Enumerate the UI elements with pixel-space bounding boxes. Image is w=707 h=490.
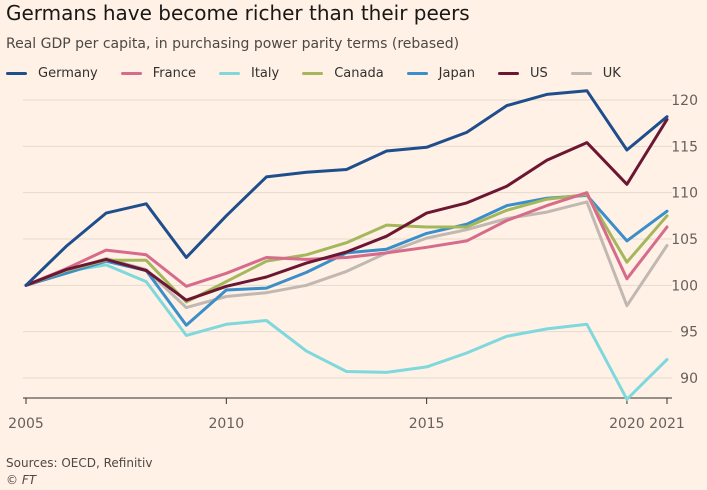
series-line-italy — [24, 263, 669, 401]
x-tick-label-2010: 2010 — [208, 416, 244, 432]
legend-label-canada: Canada — [334, 66, 384, 81]
legend-item-canada: Canada — [302, 66, 384, 81]
footer: Sources: OECD, Refinitiv © FT — [6, 455, 152, 489]
legend-item-italy: Italy — [219, 66, 279, 81]
x-tick-label-2021: 2021 — [649, 416, 685, 432]
legend-item-france: France — [120, 66, 196, 81]
y-tick-label-90: 90 — [680, 371, 698, 387]
legend-label-japan: Japan — [438, 66, 475, 81]
y-tick-label-115: 115 — [671, 139, 698, 155]
copyright-note: © FT — [6, 473, 37, 487]
legend-label-france: France — [152, 66, 196, 81]
chart-subtitle: Real GDP per capita, in purchasing power… — [6, 36, 460, 52]
chart-title: Germans have become richer than their pe… — [6, 1, 470, 25]
series-lines — [24, 89, 669, 401]
x-axis-tick-labels: 2005 2010 2015 2020 2021 — [8, 398, 685, 432]
x-tick-label-2015: 2015 — [409, 416, 445, 432]
legend-swatch-japan — [406, 72, 428, 75]
series-line-uk — [24, 200, 669, 310]
series-line-us — [24, 118, 669, 302]
legend-label-uk: UK — [602, 66, 621, 81]
legend: Germany France Italy Canada Japan US UK — [6, 66, 644, 81]
legend-swatch-italy — [219, 72, 240, 75]
y-tick-label-100: 100 — [671, 278, 698, 294]
series-line-canada — [24, 193, 669, 304]
x-tick-label-2020: 2020 — [609, 416, 645, 432]
series-line-germany — [24, 89, 669, 287]
legend-label-germany: Germany — [38, 66, 98, 81]
gridlines — [23, 99, 672, 399]
y-tick-label-105: 105 — [671, 232, 698, 248]
x-tick-label-2005: 2005 — [8, 416, 44, 432]
series-line-france — [24, 191, 669, 288]
legend-item-uk: UK — [570, 66, 621, 81]
legend-swatch-france — [120, 72, 142, 75]
y-tick-label-95: 95 — [680, 325, 698, 341]
legend-swatch-uk — [570, 72, 592, 75]
legend-label-italy: Italy — [251, 66, 280, 81]
y-tick-label-110: 110 — [671, 186, 698, 202]
legend-swatch-us — [497, 72, 519, 75]
legend-label-us: US — [529, 66, 548, 81]
y-axis-tick-labels: 90 95 100 105 110 115 120 — [671, 93, 698, 387]
legend-swatch-canada — [302, 72, 324, 75]
legend-item-japan: Japan — [406, 66, 475, 81]
sources-note: Sources: OECD, Refinitiv — [6, 456, 153, 470]
y-tick-label-120: 120 — [671, 93, 698, 109]
legend-item-germany: Germany — [6, 66, 98, 81]
legend-item-us: US — [497, 66, 548, 81]
legend-swatch-germany — [6, 72, 27, 75]
